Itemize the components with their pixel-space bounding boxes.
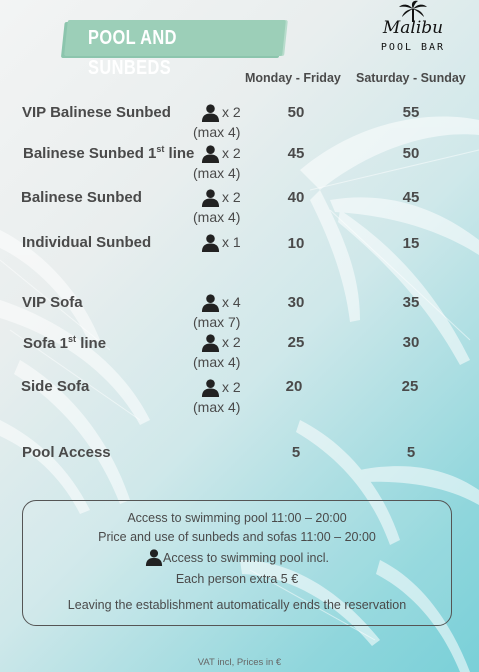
info-line: Each person extra 5 € [175, 572, 299, 586]
capacity-count: x 2 [222, 379, 241, 395]
row-name: VIP Balinese Sunbed [22, 104, 171, 121]
person-icon [201, 188, 220, 207]
row-name: Side Sofa [21, 378, 90, 395]
capacity: x 2 (max 4) [193, 102, 265, 142]
person-icon [201, 378, 220, 397]
info-box [22, 500, 452, 626]
person-icon [201, 103, 220, 122]
price-weekend: 5 [406, 444, 416, 461]
capacity-max: (max 4) [193, 165, 241, 181]
palm-tree-icon [399, 0, 427, 22]
capacity-max: (max 4) [193, 354, 241, 370]
column-header-weekday: Monday - Friday [245, 71, 341, 85]
capacity: x 4 (max 7) [193, 292, 265, 332]
price-weekday: 25 [287, 334, 305, 351]
row-name: Pool Access [22, 444, 111, 461]
price-weekend: 15 [402, 235, 420, 252]
logo-sub-text: POOL BAR [380, 42, 446, 53]
price-weekday: 20 [285, 378, 303, 395]
capacity-count: x 4 [222, 294, 241, 310]
capacity-count: x 1 [222, 234, 241, 250]
price-weekend: 30 [402, 334, 420, 351]
capacity: x 2 (max 4) [193, 187, 265, 227]
price-weekday: 10 [287, 235, 305, 252]
capacity-max: (max 4) [193, 399, 241, 415]
footer-note: VAT incl, Prices in € [197, 657, 282, 668]
logo: Malibu POOL BAR [378, 0, 448, 62]
person-icon [201, 144, 220, 163]
capacity-count: x 2 [222, 334, 241, 350]
capacity: x 2 (max 4) [193, 377, 265, 417]
info-line: Leaving the establishment automatically … [67, 598, 407, 612]
person-icon [201, 293, 220, 312]
row-name: Individual Sunbed [22, 234, 152, 251]
price-weekday: 5 [291, 444, 301, 461]
capacity-count: x 2 [222, 145, 241, 161]
page-title: POOL AND SUNBEDS [88, 27, 177, 79]
info-line: Access to swimming pool 11:00 – 20:00 [127, 511, 347, 525]
capacity: x 2 (max 4) [193, 332, 265, 372]
price-weekend: 45 [402, 189, 420, 206]
row-name: Balinese Sunbed [21, 189, 142, 206]
row-name: Sofa 1st line [23, 334, 107, 352]
row-name: Balinese Sunbed 1st line [23, 144, 195, 162]
person-icon [201, 233, 220, 252]
price-weekday: 50 [287, 104, 305, 121]
person-icon [201, 333, 220, 352]
row-name: VIP Sofa [22, 294, 83, 311]
capacity-count: x 2 [222, 104, 241, 120]
person-icon [145, 549, 163, 566]
price-weekend: 25 [401, 378, 419, 395]
capacity-max: (max 7) [193, 314, 241, 330]
price-weekend: 55 [402, 104, 420, 121]
capacity-max: (max 4) [193, 209, 241, 225]
logo-script-text: Malibu [382, 18, 444, 38]
info-line: Access to swimming pool incl. [22, 548, 452, 566]
price-weekend: 50 [402, 145, 420, 162]
price-weekday: 30 [287, 294, 305, 311]
price-weekend: 35 [402, 294, 420, 311]
capacity-max: (max 4) [193, 124, 241, 140]
capacity: x 1 [201, 232, 265, 252]
price-weekday: 40 [287, 189, 305, 206]
price-weekday: 45 [287, 145, 305, 162]
capacity: x 2 (max 4) [193, 143, 265, 183]
column-header-weekend: Saturday - Sunday [356, 71, 466, 85]
info-line: Price and use of sunbeds and sofas 11:00… [98, 530, 376, 544]
capacity-count: x 2 [222, 189, 241, 205]
